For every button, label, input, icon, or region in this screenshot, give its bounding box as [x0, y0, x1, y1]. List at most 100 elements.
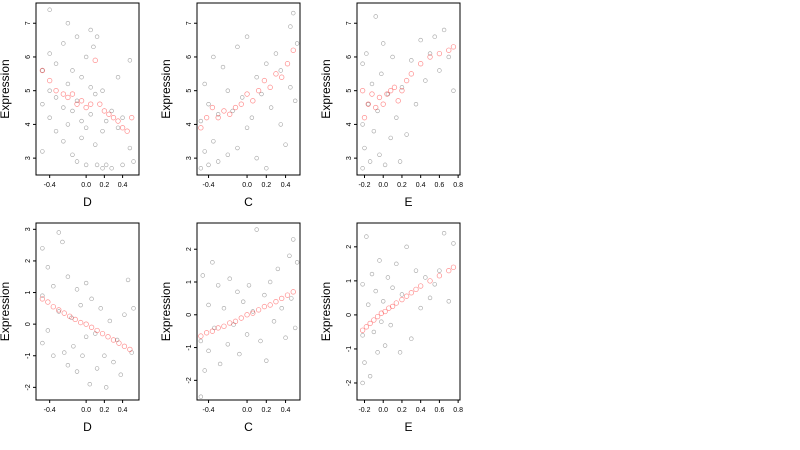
x-tick-label: 0.2 [397, 407, 407, 414]
fitted-point [47, 77, 53, 84]
observed-point [379, 319, 384, 324]
observed-point [388, 322, 393, 328]
fitted-point [436, 273, 443, 279]
observed-point [211, 139, 216, 144]
fitted-point [359, 327, 366, 333]
fitted-point [39, 296, 46, 302]
observed-point [206, 348, 211, 354]
fitted-point [359, 88, 366, 94]
x-tick-label: 0.4 [416, 407, 426, 414]
fitted-point [74, 101, 80, 107]
x-tick-label: 0.4 [118, 407, 128, 414]
observed-point [87, 381, 92, 387]
observed-point [71, 344, 76, 349]
observed-point [202, 81, 207, 87]
observed-point [94, 366, 100, 371]
observed-point [254, 155, 259, 161]
observed-point [40, 68, 45, 73]
observed-point [56, 230, 61, 235]
fitted-point [386, 305, 392, 311]
observed-point [366, 101, 371, 107]
observed-point [93, 91, 98, 97]
fitted-point [399, 88, 405, 94]
observed-point [423, 275, 428, 280]
fitted-point [83, 321, 89, 327]
x-tick-label: 0.6 [435, 182, 445, 189]
observed-point [235, 145, 240, 151]
observed-point [70, 152, 75, 157]
observed-point [278, 122, 283, 127]
panel-1: -0.4 0.0 0.2 0.4 3 4 5 6 7 D Expression [0, 2, 140, 209]
y-tick-label: 1 [346, 279, 353, 283]
observed-point [371, 128, 377, 134]
plot-frame [196, 222, 301, 401]
observed-point [109, 166, 114, 171]
fitted-point [391, 84, 398, 90]
observed-point [288, 24, 293, 29]
observed-point [381, 299, 386, 304]
observed-point [404, 244, 409, 250]
observed-point [202, 149, 207, 154]
panel-5: -0.4 0.0 0.2 0.4 -2 -1 0 1 2 C Expression [159, 222, 301, 434]
observed-point [275, 266, 281, 272]
fitted-point [88, 324, 95, 330]
observed-point [60, 239, 65, 245]
observed-point [79, 118, 84, 124]
fitted-point [99, 330, 106, 337]
x-tick-label: 0.2 [99, 407, 109, 414]
fitted-point [393, 300, 399, 306]
observed-point [65, 81, 71, 87]
x-tick-label: -0.4 [203, 182, 215, 189]
fitted-point [127, 346, 133, 353]
observed-point [65, 122, 71, 127]
observed-point [371, 329, 377, 335]
observed-point [53, 61, 59, 66]
fitted-point [403, 293, 410, 299]
observed-point [118, 372, 123, 377]
observed-point [375, 108, 380, 114]
x-tick-label: 0.4 [281, 182, 291, 189]
observed-point [53, 95, 59, 100]
observed-point [235, 44, 240, 50]
observed-point [206, 101, 211, 107]
fitted-point [279, 295, 285, 302]
observed-point [111, 359, 116, 365]
x-tick-label: 0.0 [81, 407, 91, 414]
observed-point [279, 306, 284, 311]
y-tick-label: 5 [25, 89, 32, 93]
fitted-point [371, 317, 377, 323]
fitted-point [255, 88, 262, 94]
observed-point [390, 54, 395, 60]
plot-frame [35, 222, 140, 401]
fitted-point [209, 104, 216, 111]
observed-point [264, 166, 269, 171]
observed-point [250, 309, 256, 314]
fitted-point [88, 101, 94, 107]
y-tick-label: 4 [25, 122, 32, 126]
observed-point [61, 105, 66, 110]
observed-point [93, 331, 98, 336]
fitted-point [221, 108, 227, 114]
observed-point [220, 64, 226, 70]
y-tick-label: 1 [25, 290, 32, 294]
x-tick-label: 0.0 [378, 182, 388, 189]
x-tick-label: 0.0 [81, 182, 91, 189]
observed-point [120, 162, 125, 168]
observed-point [273, 51, 279, 56]
observed-point [94, 34, 100, 39]
observed-point [93, 142, 98, 147]
observed-point [258, 338, 263, 344]
x-axis-label: D [83, 420, 92, 434]
observed-point [249, 115, 255, 120]
observed-point [388, 135, 393, 141]
x-tick-label: 0.4 [281, 407, 291, 414]
observed-point [390, 285, 395, 290]
fitted-point [203, 330, 210, 336]
fitted-point [116, 340, 122, 346]
observed-point [413, 268, 419, 273]
observed-point [271, 319, 277, 324]
observed-point [127, 58, 133, 63]
x-tick-label: 0.6 [435, 407, 445, 414]
fitted-point [110, 115, 117, 121]
fitted-point [267, 84, 273, 90]
